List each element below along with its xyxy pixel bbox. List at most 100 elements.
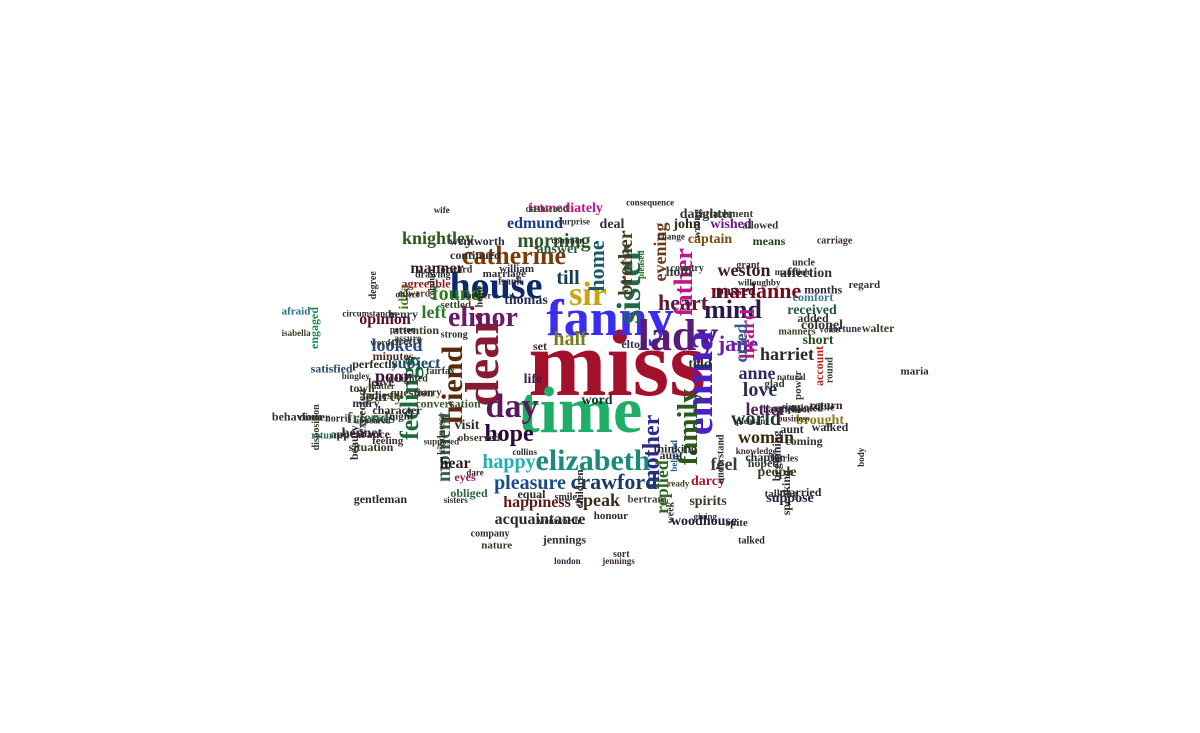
cloud-word-perfectly: perfectly (352, 357, 397, 371)
cloud-word-consequence: consequence (626, 198, 674, 208)
cloud-word-speak: speak (576, 490, 620, 510)
cloud-word-forward: forward (437, 265, 472, 276)
cloud-word-colonel: colonel (801, 318, 843, 333)
cloud-word-expected: expected (355, 389, 369, 434)
cloud-word-delighted: delighted (388, 374, 428, 385)
cloud-word-coming: coming (785, 434, 822, 448)
cloud-word-edward: edward (398, 289, 431, 300)
cloud-word-nature: nature (481, 539, 512, 551)
cloud-word-week: week (666, 501, 677, 523)
cloud-word-believed: believed (669, 440, 679, 472)
cloud-word-jennings: jennings (601, 556, 635, 566)
cloud-word-jane: jane (717, 331, 759, 356)
cloud-word-pleased: pleased (636, 250, 646, 279)
cloud-word-hour: hour (666, 265, 695, 280)
cloud-word-settled: settled (441, 299, 472, 311)
cloud-word-observed: observed (458, 432, 500, 444)
cloud-word-feel: feel (711, 454, 738, 474)
cloud-word-elton: elton (621, 337, 647, 351)
cloud-word-thinking: thinking (654, 441, 697, 455)
cloud-word-henry: henry (388, 307, 418, 321)
cloud-word-eyes: eyes (454, 470, 476, 484)
cloud-word-town: town (349, 381, 375, 395)
cloud-word-life: life (524, 372, 543, 387)
cloud-word-received: received (787, 303, 837, 318)
cloud-word-drawing: drawing (415, 269, 451, 280)
cloud-word-uncle: uncle (792, 257, 815, 268)
cloud-word-dinner: dinner (299, 412, 330, 424)
cloud-word-pretty: pretty (391, 334, 422, 348)
cloud-word-poor: poor (375, 366, 411, 386)
cloud-word-day: day (486, 388, 539, 425)
cloud-word-elinor: elinor (448, 302, 518, 333)
cloud-word-knightley: knightley (402, 228, 474, 248)
cloud-word-round: round (824, 357, 835, 383)
cloud-word-grant: grant (736, 260, 760, 271)
cloud-word-ready: ready (668, 478, 690, 488)
cloud-word-home: home (584, 240, 609, 292)
cloud-word-suppose: suppose (766, 491, 813, 506)
cloud-word-replied: replied (652, 460, 672, 514)
cloud-word-told: told (688, 357, 712, 372)
cloud-word-chapter: chapter (745, 450, 785, 464)
cloud-word-impossible: impossible (785, 402, 835, 414)
cloud-word-bennet: bennet (342, 426, 383, 441)
cloud-word-added: added (797, 311, 829, 325)
cloud-word-company: company (471, 529, 510, 540)
cloud-word-night: night (389, 411, 414, 423)
cloud-word-hartfield: hartfield (763, 404, 801, 415)
cloud-word-edmund: edmund (507, 215, 563, 232)
cloud-word-means: means (753, 234, 786, 248)
cloud-word-situation: situation (349, 440, 394, 454)
cloud-word-feelings: feelings (395, 356, 424, 440)
cloud-word-people: people (758, 465, 797, 480)
cloud-word-head: head (474, 286, 485, 307)
cloud-word-wished: wished (710, 217, 751, 232)
cloud-word-beauty: beauty (347, 425, 361, 460)
cloud-word-collins: collins (512, 447, 537, 457)
cloud-word-degree: degree (368, 271, 379, 300)
cloud-word-jennings: jennings (542, 533, 587, 547)
cloud-word-sisters: sisters (444, 495, 468, 505)
cloud-word-party: party (365, 388, 402, 405)
cloud-word-marriage: marriage (483, 268, 526, 280)
cloud-word-charles: charles (768, 453, 799, 464)
cloud-word-cried: cried (731, 324, 751, 363)
cloud-word-aunt: aunt (660, 448, 683, 462)
cloud-word-brought: brought (796, 413, 844, 428)
cloud-word-continued: continued (450, 248, 501, 262)
cloud-word-person: person (390, 324, 416, 334)
cloud-word-sort: sort (613, 549, 630, 560)
cloud-word-bingley: bingley (342, 371, 371, 381)
cloud-word-love: love (743, 379, 778, 401)
cloud-word-maria: maria (901, 366, 930, 378)
cloud-word-hear: hear (439, 455, 470, 472)
cloud-word-account: account (812, 346, 826, 386)
cloud-word-dear: dear (456, 313, 509, 406)
cloud-word-london: london (554, 556, 581, 566)
cloud-word-power: power (792, 371, 804, 400)
cloud-word-harriet: harriet (760, 344, 814, 364)
cloud-word-fanny: fanny (546, 290, 673, 347)
cloud-word-friends: friends (347, 410, 395, 427)
cloud-word-marry: marry (414, 388, 441, 399)
cloud-word-brother: brother (615, 230, 637, 295)
cloud-word-behaviour: behaviour (272, 410, 325, 424)
cloud-word-conduct: conduct (426, 269, 436, 300)
cloud-word-mother: mother (639, 414, 665, 489)
cloud-word-natural: natural (777, 372, 806, 382)
cloud-word-father: father (669, 248, 698, 316)
cloud-word-woodhouse: woodhouse (671, 514, 737, 529)
cloud-word-attachment: attachment (700, 208, 753, 220)
cloud-word-affection: affection (780, 266, 832, 281)
cloud-word-hoped: hoped (748, 456, 780, 470)
cloud-word-crawford: crawford (571, 469, 658, 494)
cloud-word-talked: talked (738, 536, 765, 547)
cloud-word-common: common (551, 236, 584, 246)
cloud-word-knowledge: knowledge (736, 446, 777, 456)
cloud-word-left: left (422, 302, 447, 322)
cloud-word-talking: talking (765, 488, 799, 500)
cloud-word-understand: understand (716, 434, 727, 483)
cloud-word-bertram: bertram (628, 494, 667, 506)
cloud-word-answer: answer (537, 242, 580, 257)
